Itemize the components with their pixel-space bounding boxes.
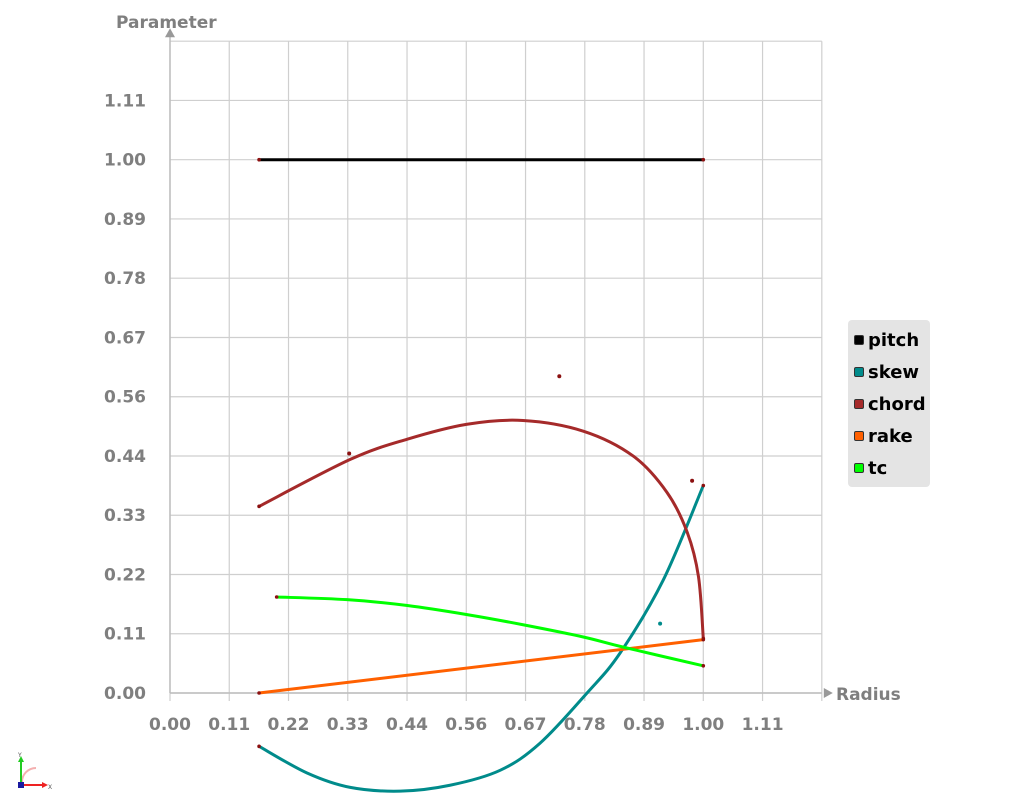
- legend-item-tc: tc: [854, 456, 887, 480]
- x-tick-label: 0.00: [149, 715, 191, 735]
- series-tc: [274, 595, 706, 668]
- x-tick-label: 0.33: [327, 715, 369, 735]
- endpoint-marker: [701, 664, 706, 668]
- legend-swatch: [854, 367, 864, 377]
- y-tick-label: 1.11: [104, 91, 146, 111]
- legend: pitch skew chord rake tc: [848, 320, 930, 487]
- legend-item-rake: rake: [854, 424, 913, 448]
- endpoint-marker: [274, 595, 279, 599]
- legend-item-chord: chord: [854, 392, 926, 416]
- legend-label: rake: [868, 425, 913, 447]
- endpoint-marker: [257, 157, 261, 162]
- legend-label: pitch: [868, 329, 920, 351]
- x-tick-label: 0.89: [623, 715, 665, 735]
- control-point-marker: [557, 374, 562, 379]
- endpoint-marker: [701, 483, 706, 488]
- series-pitch: [257, 157, 706, 162]
- y-tick-label: 0.11: [104, 625, 146, 645]
- legend-label: skew: [868, 361, 920, 383]
- y-tick-label: 0.22: [104, 565, 146, 585]
- x-tick-label: 0.44: [386, 715, 428, 735]
- y-tick-label: 0.56: [104, 388, 146, 408]
- legend-swatch: [854, 399, 864, 409]
- endpoint-marker: [701, 157, 706, 162]
- legend-label: chord: [868, 393, 926, 415]
- x-axis-arrow: [823, 688, 833, 698]
- y-tick-label: 1.00: [104, 151, 146, 171]
- x-tick-label: 0.78: [564, 715, 606, 735]
- x-tick-label: 1.00: [682, 715, 724, 735]
- y-tick-label: 0.67: [104, 328, 146, 348]
- endpoint-marker: [257, 504, 261, 509]
- endpoint-marker: [257, 744, 261, 749]
- y-axis-label: Parameter: [116, 13, 217, 33]
- triad-x-label: X: [48, 784, 52, 791]
- legend-swatch: [854, 431, 864, 441]
- control-point-marker: [658, 621, 663, 626]
- legend-label: tc: [868, 457, 888, 479]
- series-rake: [257, 637, 706, 695]
- series-line-chord: [257, 418, 705, 641]
- x-tick-label: 0.56: [445, 715, 487, 735]
- x-tick-label: 0.67: [505, 715, 547, 735]
- series-chord: [257, 374, 706, 641]
- series-skew: [257, 483, 706, 793]
- y-tick-label: 0.00: [104, 684, 146, 704]
- y-axis-arrow: [165, 28, 175, 38]
- control-point-marker: [347, 451, 352, 456]
- triad-y-label: Y: [17, 752, 22, 759]
- series-line-skew: [257, 484, 705, 793]
- x-tick-label: 0.11: [208, 715, 250, 735]
- legend-swatch: [854, 335, 864, 345]
- control-point-marker: [690, 478, 695, 483]
- y-tick-label: 0.44: [104, 447, 146, 467]
- legend-swatch: [854, 463, 864, 473]
- x-tick-label: 1.11: [742, 715, 784, 735]
- series-line-tc: [275, 595, 705, 668]
- endpoint-marker: [701, 637, 706, 642]
- y-tick-label: 0.89: [104, 210, 146, 230]
- x-axis-label: Radius: [836, 685, 901, 705]
- y-tick-label: 0.78: [104, 269, 146, 289]
- legend-item-pitch: pitch: [854, 328, 919, 352]
- series-line-rake: [257, 638, 705, 695]
- y-tick-label: 0.33: [104, 506, 146, 526]
- axis-triad-icon: Y X: [17, 752, 52, 791]
- x-tick-label: 0.22: [268, 715, 310, 735]
- endpoint-marker: [257, 691, 261, 695]
- legend-item-skew: skew: [854, 360, 919, 384]
